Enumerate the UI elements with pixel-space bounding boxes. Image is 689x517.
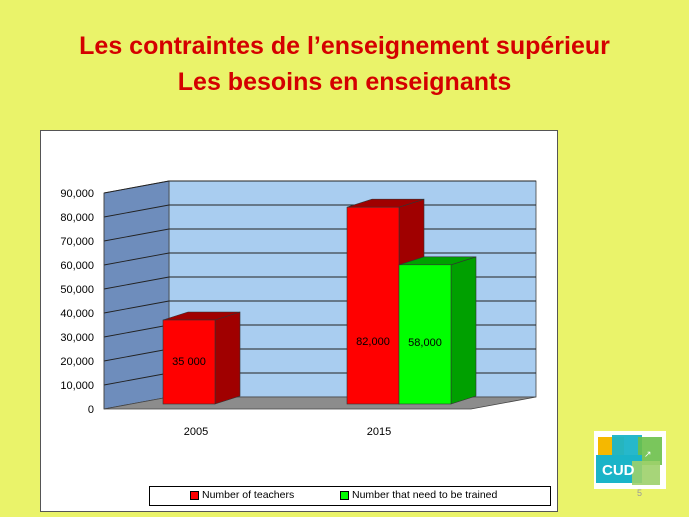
legend-label-trained: Number that need to be trained	[352, 489, 498, 501]
y-tick-label: 10,000	[60, 380, 94, 392]
y-tick-label: 40,000	[60, 308, 94, 320]
data-label: 58,000	[408, 337, 442, 349]
y-tick-label: 30,000	[60, 332, 94, 344]
legend-item-teachers: Number of teachers	[190, 489, 294, 501]
y-tick-label: 70,000	[60, 236, 94, 248]
chart-legend: Number of teachers Number that need to b…	[149, 486, 551, 506]
bar-chart: 0 10,000 20,000 30,000 40,000 50,000 60,000 70,…	[60, 180, 537, 438]
bar	[346, 206, 400, 405]
y-tick-label: 80,000	[60, 212, 94, 224]
y-tick-label: 90,000	[60, 188, 94, 200]
legend-label-teachers: Number of teachers	[202, 489, 295, 501]
slide-number: 5	[637, 488, 643, 498]
bar-side	[214, 311, 241, 405]
slide-title-line1: Les contraintes de l’enseignement supéri…	[79, 32, 610, 60]
y-tick-label: 50,000	[60, 284, 94, 296]
data-label: 35 000	[172, 356, 206, 368]
x-tick-label: 2005	[184, 426, 208, 438]
logo-text: CUD	[602, 462, 635, 479]
legend-item-trained: Number that need to be trained	[340, 489, 497, 501]
logo-arrow-icon: ↗	[644, 450, 652, 460]
legend-swatch-teachers	[190, 490, 199, 500]
gridline	[103, 180, 536, 194]
x-tick-label: 2015	[367, 426, 391, 438]
slide-title-line2: Les besoins en enseignants	[177, 68, 512, 96]
bar	[398, 264, 452, 405]
y-tick-label: 0	[88, 404, 94, 416]
y-tick-label: 60,000	[60, 260, 94, 272]
chart-frame: 0 10,000 20,000 30,000 40,000 50,000 60,000 70,…	[40, 130, 558, 512]
bar	[162, 319, 216, 405]
cud-logo: CUD ↗	[594, 431, 666, 489]
data-label: 82,000	[356, 336, 390, 348]
y-tick-label: 20,000	[60, 356, 94, 368]
bar-side	[450, 256, 477, 405]
legend-swatch-trained	[340, 490, 349, 500]
